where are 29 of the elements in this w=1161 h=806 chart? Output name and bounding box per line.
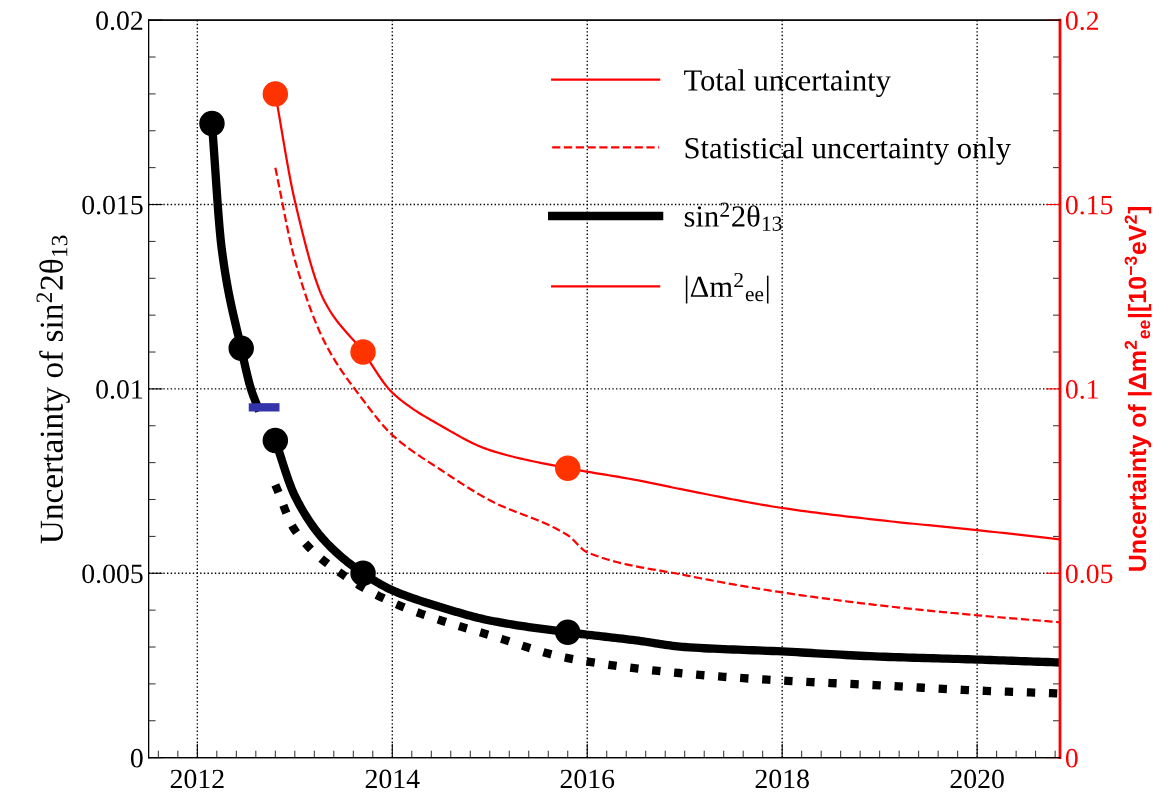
y2-tick-label: 0.1 [1065, 380, 1098, 399]
y2-tick-label: 0.2 [1065, 11, 1099, 31]
y-tick-label: 0.02 [96, 11, 143, 31]
y2-tick-label: 0 [1065, 748, 1078, 768]
point [228, 335, 254, 362]
legend-label: sin$^{2}$2θ$_{13}$ [684, 202, 782, 231]
y-tick-label: 0.015 [82, 195, 143, 215]
point [350, 560, 376, 586]
point [262, 427, 289, 454]
y-tick-label: 0 [130, 748, 143, 768]
point [350, 339, 376, 365]
y-axis-title: Uncertainty of sin$^{2}$2θ$_{13}$ [36, 235, 70, 544]
point [262, 81, 289, 107]
point [555, 619, 581, 645]
x-tick-label: 2020 [950, 769, 1004, 789]
legend-label: Total uncertainty [684, 69, 891, 98]
x-tick-label: 2018 [755, 769, 809, 789]
y2-tick-label: 0.05 [1065, 564, 1113, 584]
point [555, 455, 581, 481]
point [199, 110, 225, 137]
y-tick-label: 0.005 [82, 564, 143, 584]
x-tick-label: 2016 [560, 769, 615, 789]
y2-tick-label: 0.15 [1065, 195, 1113, 215]
legend-label: Statistical uncertainty only [685, 136, 1011, 165]
y-tick-label: 0.01 [96, 380, 143, 399]
x-tick-label: 2014 [365, 769, 420, 789]
x-tick-label: 2012 [170, 769, 224, 789]
y2-axis-title: Uncertainty of |Δm$^{2}$$_{ee}$|[10$^{−3}$eV$^{2}$] [1124, 206, 1152, 571]
legend-label: |Δm$^{2}$$_{ee}$| [685, 272, 769, 304]
